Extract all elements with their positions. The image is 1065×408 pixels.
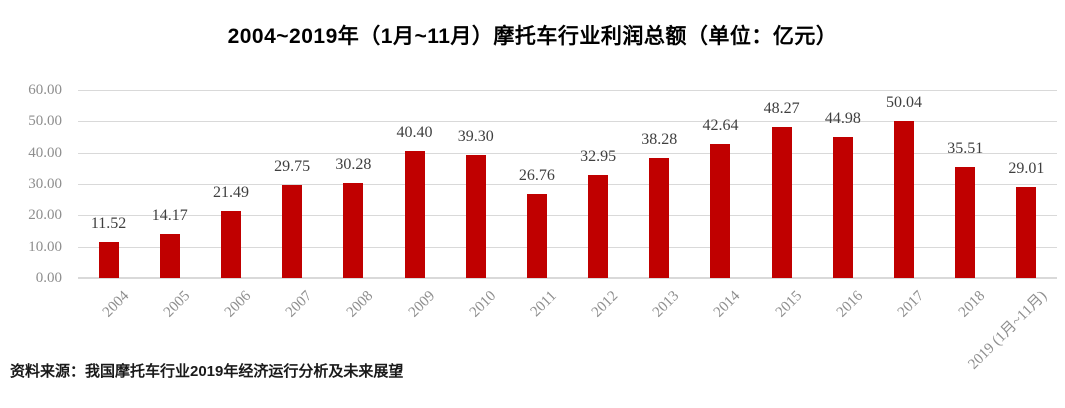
x-tick-label: 2013 xyxy=(650,288,683,321)
bar xyxy=(894,121,915,278)
x-tick-label: 2012 xyxy=(588,288,622,321)
y-tick-label: 50.00 xyxy=(28,113,62,130)
y-tick-label: 40.00 xyxy=(28,144,62,161)
bar-value-label: 26.76 xyxy=(518,167,555,185)
bar xyxy=(588,174,609,278)
x-tick-label: 2018 xyxy=(956,288,989,321)
bar-value-label: 32.95 xyxy=(580,147,617,165)
bar xyxy=(526,194,547,278)
bar xyxy=(159,233,180,278)
bar-value-label: 11.52 xyxy=(90,214,127,232)
x-tick-label: 2016 xyxy=(833,288,867,321)
x-tick-label: 2006 xyxy=(221,288,255,321)
bar xyxy=(1016,187,1037,278)
x-tick-label: 2007 xyxy=(282,288,316,321)
bar-value-label: 21.49 xyxy=(212,183,249,201)
source-note: 资料来源：我国摩托车行业2019年经济运行分析及未来展望 xyxy=(10,363,404,380)
x-tick-label: 2005 xyxy=(160,288,194,321)
bar-value-label: 38.28 xyxy=(641,131,678,149)
bar xyxy=(771,126,792,278)
x-tick-label: 2009 xyxy=(405,288,438,321)
bar-value-label: 35.51 xyxy=(947,139,984,157)
bar-value-label: 39.30 xyxy=(457,127,494,145)
bar-value-label: 29.75 xyxy=(274,157,311,175)
x-tick-label: 2015 xyxy=(772,288,805,321)
grid-line xyxy=(78,152,1057,154)
bar xyxy=(404,151,425,278)
x-tick-label: 2010 xyxy=(466,288,500,321)
grid-line xyxy=(78,121,1057,123)
y-tick-label: 0.00 xyxy=(35,270,62,286)
x-tick-label: 2008 xyxy=(344,288,377,321)
bar xyxy=(832,137,853,278)
x-axis-line xyxy=(78,277,1057,279)
bar-value-label: 42.64 xyxy=(702,117,739,135)
y-tick-label: 10.00 xyxy=(28,238,62,255)
chart-title: 2004~2019年（1月~11月）摩托车行业利润总额（单位：亿元） xyxy=(227,25,838,48)
bar xyxy=(649,158,670,278)
bar xyxy=(710,144,731,278)
bar-value-label: 29.01 xyxy=(1008,160,1045,178)
y-tick-label: 30.00 xyxy=(28,176,62,192)
bar xyxy=(282,184,303,278)
grid-line xyxy=(78,90,1057,91)
x-tick-label: 2017 xyxy=(894,288,928,321)
bar xyxy=(220,210,241,278)
x-tick-label: 2014 xyxy=(711,288,744,321)
bar-value-label: 44.98 xyxy=(824,110,861,128)
bar-value-label: 48.27 xyxy=(763,99,800,117)
grid-line xyxy=(78,184,1057,185)
bar-value-label: 50.04 xyxy=(886,94,923,112)
x-tick-label: 2011 xyxy=(528,288,561,321)
bar-value-label: 14.17 xyxy=(151,206,188,224)
bar-value-label: 30.28 xyxy=(335,156,372,174)
y-tick-label: 20.00 xyxy=(28,207,62,224)
grid-line xyxy=(78,215,1057,217)
bar xyxy=(955,166,976,278)
bar xyxy=(98,241,119,278)
bar xyxy=(343,183,364,278)
bar xyxy=(465,154,486,278)
bar-value-label: 40.40 xyxy=(396,124,433,142)
x-tick-label: 2004 xyxy=(99,288,132,321)
y-tick-label: 60.00 xyxy=(28,82,62,98)
grid-line xyxy=(78,246,1057,248)
